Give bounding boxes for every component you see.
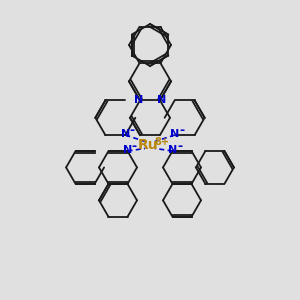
Text: N: N: [121, 129, 130, 139]
Text: N: N: [157, 94, 166, 105]
Text: -: -: [130, 124, 135, 136]
Text: N: N: [134, 94, 143, 105]
Text: -: -: [179, 124, 184, 136]
Text: -: -: [177, 140, 182, 152]
Text: N: N: [170, 129, 179, 139]
Text: -: -: [131, 140, 136, 152]
Text: N: N: [168, 145, 177, 155]
Text: Ru: Ru: [138, 139, 158, 152]
Text: 8+: 8+: [154, 137, 169, 148]
Text: N: N: [123, 145, 132, 155]
